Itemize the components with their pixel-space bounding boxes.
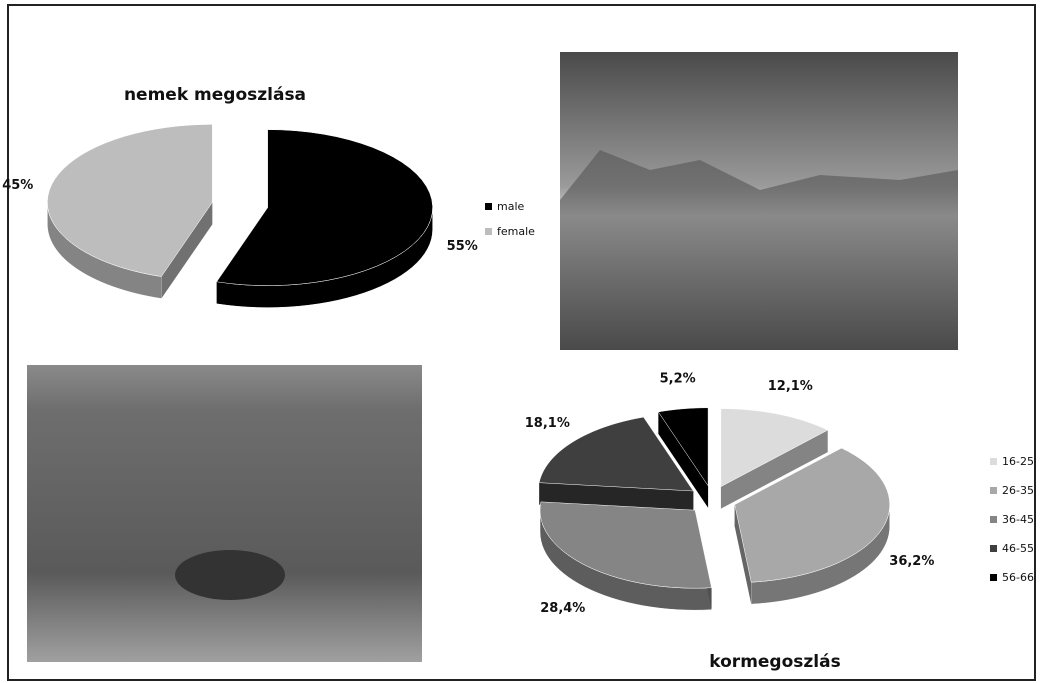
legend-label: 56-66: [1002, 571, 1034, 584]
legend-swatch: [485, 203, 492, 210]
legend-swatch: [990, 487, 997, 494]
data-label: 18,1%: [525, 416, 570, 431]
legend-label: 36-45: [1002, 513, 1034, 526]
legend-label: male: [497, 200, 525, 213]
legend-swatch: [990, 545, 997, 552]
data-label: 36,2%: [889, 554, 934, 569]
photo-lake-rock: [175, 550, 285, 600]
data-label: 28,4%: [540, 601, 585, 616]
legend-swatch: [485, 228, 492, 235]
data-label: 5,2%: [660, 372, 696, 387]
data-label: 55%: [447, 239, 478, 254]
legend-label: 26-35: [1002, 484, 1034, 497]
photo-lake: [27, 365, 422, 662]
data-label: 45%: [2, 178, 33, 193]
legend-label: 16-25: [1002, 455, 1034, 468]
legend-swatch: [990, 574, 997, 581]
legend-label: 46-55: [1002, 542, 1034, 555]
chart-title: kormegoszlás: [709, 652, 840, 672]
data-label: 12,1%: [768, 379, 813, 394]
legend-swatch: [990, 516, 997, 523]
chart-title: nemek megoszlása: [124, 85, 306, 105]
legend-label: female: [497, 225, 535, 238]
legend-swatch: [990, 458, 997, 465]
slide: nemek megoszlása 55% 45% male female kormegos…: [0, 0, 1042, 683]
